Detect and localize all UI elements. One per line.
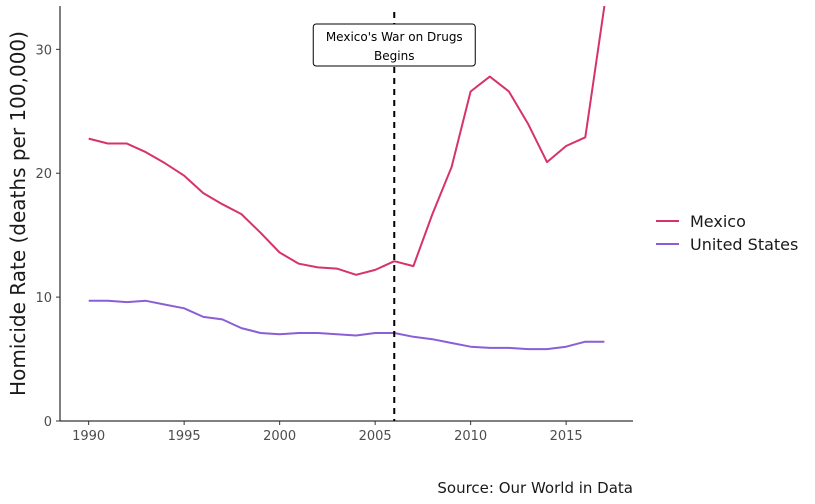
source-caption: Source: Our World in Data [437, 479, 633, 497]
ticks: 0 10 20 30 1990 1995 2000 2005 2010 2015 [35, 43, 582, 444]
annotation-label-box [312, 23, 476, 67]
axes [59, 6, 633, 422]
legend-label: Mexico [690, 212, 746, 231]
legend-label: United States [690, 235, 798, 254]
y-axis-title: Homicide Rate (deaths per 100,000) [6, 31, 30, 396]
annotation-label-line-2: Begins [374, 49, 414, 63]
x-tick-label: 2010 [454, 429, 487, 444]
y-tick-label: 20 [35, 167, 52, 182]
x-tick-label: 2000 [263, 429, 296, 444]
x-tick-label: 2005 [359, 429, 392, 444]
x-tick-label: 1995 [168, 429, 201, 444]
x-tick-label: 2015 [550, 429, 583, 444]
y-tick-label: 0 [44, 415, 52, 430]
series-lines [88, 6, 606, 351]
series-line-united-states [88, 299, 605, 351]
x-tick-label: 1990 [72, 429, 105, 444]
series-line-mexico [88, 6, 606, 276]
legend: Mexico United States [656, 212, 798, 254]
annotation-label-line-1: Mexico's War on Drugs [326, 30, 463, 44]
y-tick-label: 10 [35, 291, 52, 306]
annotation: Mexico's War on Drugs Begins [312, 12, 476, 421]
y-tick-label: 30 [35, 43, 52, 58]
